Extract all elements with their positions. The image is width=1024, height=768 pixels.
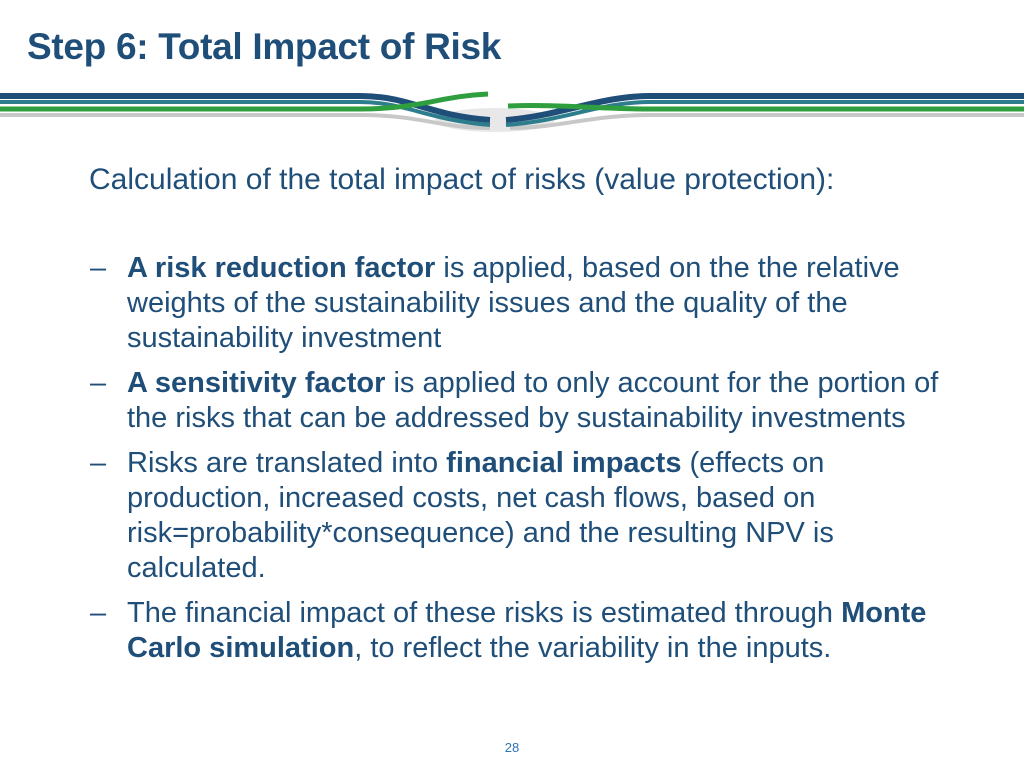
intro-text: Calculation of the total impact of risks… (89, 163, 835, 196)
banner-ribbon (0, 91, 1024, 132)
bullet-list: – A risk reduction factor is applied, ba… (90, 251, 970, 676)
bullet-text: The financial impact of these risks is e… (127, 596, 970, 666)
bullet-item: – A risk reduction factor is applied, ba… (90, 251, 970, 356)
bullet-dash: – (90, 597, 107, 629)
bullet-dash: – (90, 367, 107, 399)
page-number: 28 (504, 740, 520, 755)
bullet-bold-text: Monte Carlo simulation (127, 597, 927, 664)
bullet-plain-text: (effects on production, increased costs,… (127, 447, 834, 584)
bullet-bold-text: A risk reduction factor (127, 252, 436, 284)
bullet-text: Risks are translated into financial impa… (127, 446, 970, 586)
bullet-plain-text: is applied, based on the the relative we… (127, 252, 900, 354)
bullet-plain-text: is applied to only account for the porti… (127, 367, 939, 434)
bullet-plain-text: , to reflect the variability in the inpu… (354, 632, 832, 664)
bullet-bold-text: financial impacts (446, 447, 682, 479)
bullet-dash: – (90, 447, 107, 479)
bullet-plain-text: Risks are translated into (127, 447, 447, 479)
bullet-item: – The financial impact of these risks is… (90, 596, 970, 666)
bullet-plain-text: The financial impact of these risks is e… (127, 597, 842, 629)
bullet-item: – Risks are translated into financial im… (90, 446, 970, 586)
bullet-dash: – (90, 252, 107, 284)
bullet-bold-text: A sensitivity factor (127, 367, 386, 399)
bullet-text: A sensitivity factor is applied to only … (127, 366, 970, 436)
bullet-text: A risk reduction factor is applied, base… (127, 251, 970, 356)
bullet-item: – A sensitivity factor is applied to onl… (90, 366, 970, 436)
slide-title: Step 6: Total Impact of Risk (27, 26, 502, 67)
